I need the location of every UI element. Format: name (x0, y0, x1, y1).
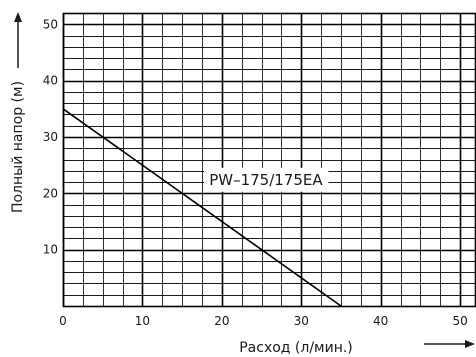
y-tick-label: 30 (43, 130, 58, 144)
series-label-background (204, 167, 329, 192)
x-tick-label: 30 (294, 314, 309, 328)
x-axis-title: Расход (л/мин.) (239, 340, 353, 356)
y-tick-label: 20 (43, 186, 58, 200)
minor-grid (63, 13, 476, 307)
y-axis-title-group: Полный напор (м) (10, 12, 26, 213)
major-grid (62, 12, 476, 308)
y-tick-label: 50 (43, 17, 58, 31)
y-tick-label: 40 (43, 74, 58, 88)
x-axis-title-group: Расход (л/мин.) (239, 340, 475, 356)
series-layer: PW–175/175EA (62, 108, 342, 307)
x-tick-label: 50 (452, 314, 467, 328)
x-axis-arrow-icon (465, 340, 475, 348)
y-tick-label: 10 (43, 243, 58, 257)
plot-frame (62, 12, 476, 308)
x-tick-label: 0 (59, 314, 67, 328)
tick-labels: 0 10 20 30 40 50 10 20 30 40 50 (43, 17, 468, 328)
series-label: PW–175/175EA (209, 171, 323, 189)
x-tick-label: 20 (214, 314, 229, 328)
series-line (62, 108, 342, 307)
y-axis-arrow-icon (14, 12, 22, 22)
y-axis-title: Полный напор (м) (10, 81, 26, 213)
x-tick-label: 10 (135, 314, 150, 328)
x-tick-label: 40 (373, 314, 388, 328)
